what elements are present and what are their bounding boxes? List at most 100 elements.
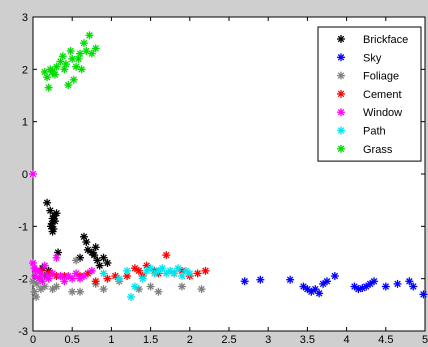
y-tick-label: 3 [22, 12, 28, 24]
data-point [311, 285, 320, 294]
data-point [174, 264, 183, 273]
data-point [99, 285, 108, 294]
data-point [127, 292, 135, 301]
data-point [44, 274, 53, 283]
data-point [99, 269, 108, 278]
data-point [409, 282, 418, 291]
data-point [79, 272, 88, 281]
series-path [99, 264, 194, 301]
series-sky [240, 272, 428, 299]
data-point [56, 272, 65, 281]
x-tick-label: 1.5 [143, 334, 158, 346]
data-point [32, 266, 41, 275]
data-point [95, 261, 104, 270]
data-point [50, 217, 59, 226]
data-point [154, 266, 163, 275]
data-point [58, 52, 67, 61]
y-tick-label: 0 [22, 169, 28, 181]
data-point [154, 287, 163, 296]
data-point [146, 264, 155, 273]
data-point [87, 266, 96, 275]
data-point [60, 277, 69, 286]
data-point [111, 272, 120, 281]
data-point [76, 253, 85, 262]
data-point [43, 73, 52, 82]
data-point [146, 282, 155, 291]
data-point [68, 274, 77, 283]
data-point [177, 272, 186, 281]
x-tick-label: 4 [344, 334, 350, 346]
data-point [286, 275, 295, 284]
data-point [32, 292, 41, 301]
data-point [393, 279, 402, 288]
x-tick-label: 0 [30, 334, 36, 346]
series-grass [40, 31, 100, 92]
legend-marker-grass [337, 144, 345, 153]
data-point [240, 277, 249, 286]
data-point [103, 274, 112, 283]
data-point [123, 266, 132, 275]
data-point [76, 49, 85, 58]
data-point [48, 227, 57, 236]
data-point [72, 269, 81, 278]
data-point [370, 277, 379, 286]
data-point [76, 287, 85, 296]
data-point [130, 264, 139, 273]
x-tick-label: 2 [187, 334, 193, 346]
x-tick-label: 2.5 [221, 334, 236, 346]
legend-label-path: Path [363, 126, 386, 138]
legend-label-window: Window [363, 107, 402, 119]
legend-marker-brickface [337, 35, 345, 43]
data-point [134, 266, 143, 275]
data-point [77, 65, 86, 74]
data-point [38, 277, 47, 286]
legend-marker-window [337, 108, 345, 117]
legend: Brickface Sky Foliage Cement Window Path Grass [317, 26, 422, 162]
legend-marker-path [337, 126, 345, 135]
legend-label-brickface: Brickface [363, 34, 408, 46]
axis-ticks: 0 0.5 1 1.5 2 2.5 3 3.5 4 4.5 5 -3 -2 -1 0 1 2 3 [18, 12, 428, 346]
data-point [52, 282, 61, 291]
data-point [91, 44, 100, 53]
data-point [40, 261, 49, 270]
data-point [87, 49, 96, 58]
data-point [103, 258, 112, 267]
x-tick-label: 0.5 [65, 334, 80, 346]
data-point [36, 269, 45, 278]
data-point [177, 282, 186, 291]
data-point [330, 272, 339, 281]
legend-label-foliage: Foliage [363, 71, 399, 83]
x-tick-label: 4.5 [378, 334, 393, 346]
data-point [193, 269, 202, 278]
data-point [138, 274, 147, 283]
data-point [69, 75, 78, 84]
y-tick-label: -2 [18, 274, 28, 286]
data-point [419, 290, 428, 299]
x-tick-label: 3.5 [300, 334, 315, 346]
legend-marker-sky [337, 53, 345, 62]
data-point [315, 289, 324, 298]
data-point [64, 81, 73, 90]
data-point [256, 275, 265, 284]
data-point [185, 269, 194, 278]
data-point [68, 54, 77, 63]
data-point [130, 282, 139, 291]
data-point [79, 39, 88, 48]
legend-label-grass: Grass [363, 144, 393, 156]
data-point [48, 285, 57, 294]
y-tick-label: 1 [22, 117, 28, 129]
data-point [50, 70, 59, 79]
data-point [405, 277, 414, 286]
data-point [82, 238, 91, 247]
x-tick-label: 1 [108, 334, 114, 346]
data-point [52, 62, 61, 71]
data-point [201, 266, 210, 275]
data-point [115, 274, 124, 283]
data-point [323, 277, 331, 286]
data-point [381, 282, 390, 291]
data-point [91, 243, 100, 252]
data-point [170, 269, 179, 278]
legend-label-sky: Sky [363, 52, 382, 64]
data-point [72, 256, 81, 265]
data-point [85, 31, 94, 40]
